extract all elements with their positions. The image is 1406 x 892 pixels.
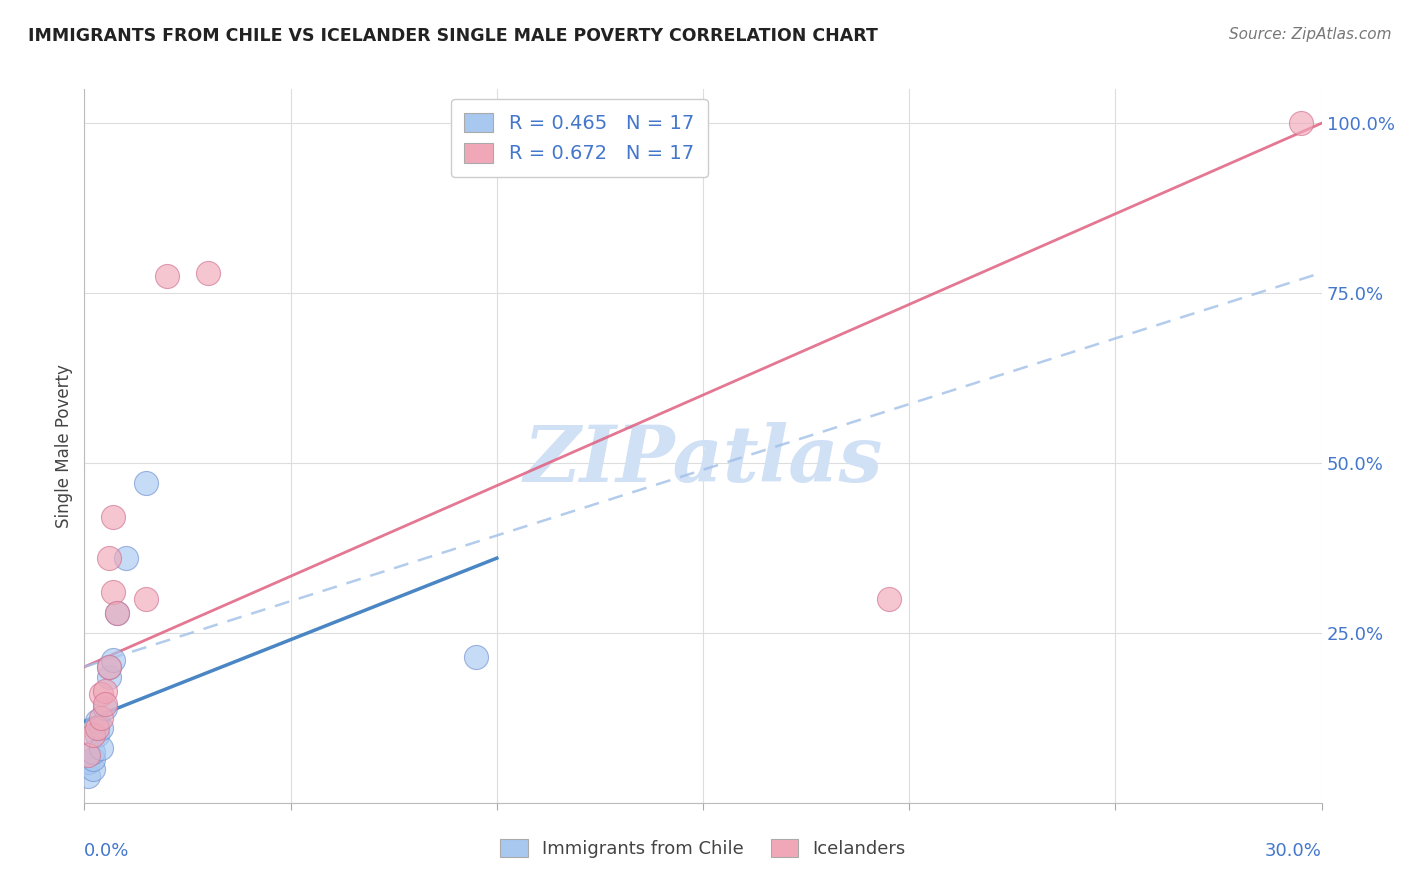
- Point: [98, 660, 121, 674]
- Point: [82, 745, 104, 759]
- Point: [197, 266, 219, 280]
- Text: ZIPatlas: ZIPatlas: [523, 422, 883, 499]
- Point: [82, 762, 104, 776]
- Point: [98, 660, 121, 674]
- Point: [103, 510, 125, 524]
- Point: [156, 269, 179, 284]
- Point: [90, 741, 112, 756]
- Point: [114, 551, 136, 566]
- Point: [77, 769, 100, 783]
- Point: [94, 700, 117, 714]
- Point: [465, 649, 488, 664]
- Point: [103, 653, 125, 667]
- Point: [98, 551, 121, 566]
- Point: [86, 728, 108, 742]
- Point: [82, 751, 104, 765]
- Text: IMMIGRANTS FROM CHILE VS ICELANDER SINGLE MALE POVERTY CORRELATION CHART: IMMIGRANTS FROM CHILE VS ICELANDER SINGL…: [28, 27, 877, 45]
- Point: [135, 476, 157, 491]
- Point: [94, 698, 117, 712]
- Point: [86, 721, 108, 735]
- Point: [135, 591, 157, 606]
- Point: [77, 748, 100, 763]
- Point: [1289, 116, 1312, 130]
- Point: [94, 683, 117, 698]
- Y-axis label: Single Male Poverty: Single Male Poverty: [55, 364, 73, 528]
- Point: [98, 670, 121, 684]
- Legend: Immigrants from Chile, Icelanders: Immigrants from Chile, Icelanders: [494, 831, 912, 865]
- Point: [105, 606, 128, 620]
- Point: [103, 585, 125, 599]
- Point: [77, 755, 100, 769]
- Text: 30.0%: 30.0%: [1265, 842, 1322, 860]
- Text: Source: ZipAtlas.com: Source: ZipAtlas.com: [1229, 27, 1392, 42]
- Point: [877, 591, 900, 606]
- Point: [86, 714, 108, 729]
- Point: [90, 721, 112, 735]
- Text: 0.0%: 0.0%: [84, 842, 129, 860]
- Point: [90, 711, 112, 725]
- Point: [82, 728, 104, 742]
- Point: [90, 687, 112, 701]
- Point: [105, 606, 128, 620]
